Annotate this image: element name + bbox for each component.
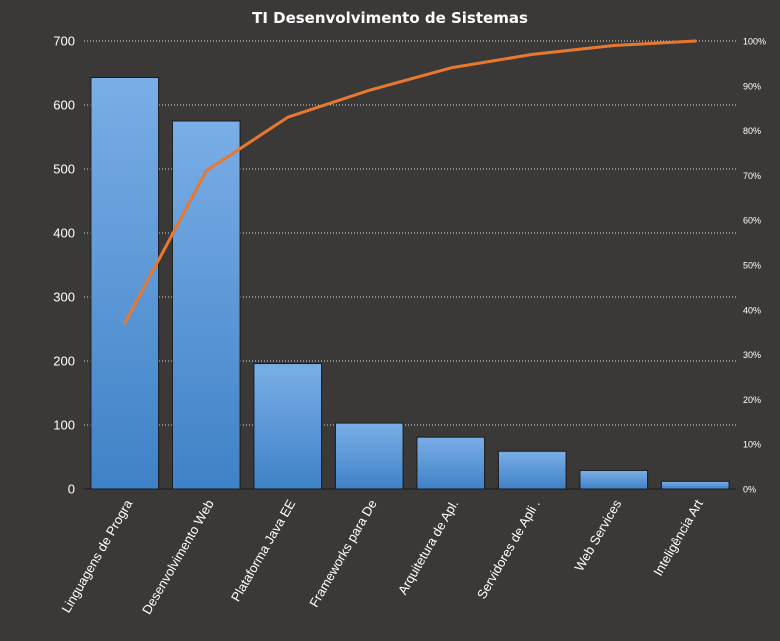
y-tick-label: 100 xyxy=(53,418,75,433)
bar xyxy=(253,363,323,490)
y-tick-label: 400 xyxy=(53,226,75,241)
y-axis-right: 0% 10% 20% 30% 40% 50% 60% 70% 80% 90% 100% xyxy=(743,37,766,495)
y2-tick-label: 100% xyxy=(743,37,766,47)
cumulative-line-layer xyxy=(123,39,697,325)
x-tick-label: Frameworks para De xyxy=(306,497,380,610)
x-tick-label: Desenvolvimento Web xyxy=(139,497,217,617)
x-tick-label: Plataforma Java EE xyxy=(228,497,299,604)
y-tick-label: 200 xyxy=(53,354,75,369)
y-tick-label: 0 xyxy=(68,482,75,497)
y-tick-label: 300 xyxy=(53,290,75,305)
x-tick-label: Inteligência Art xyxy=(650,497,706,579)
y2-tick-label: 70% xyxy=(743,171,761,181)
bar xyxy=(416,436,486,490)
x-tick-label: Web Services xyxy=(571,497,624,574)
bar xyxy=(90,76,160,490)
y2-tick-label: 10% xyxy=(743,440,761,450)
bars-layer xyxy=(90,76,730,490)
y2-tick-label: 20% xyxy=(743,395,761,405)
y2-tick-label: 40% xyxy=(743,305,761,315)
y-axis-left: 0 100 200 300 400 500 600 700 xyxy=(53,34,75,497)
bar xyxy=(579,469,649,490)
cumulative-percent-line xyxy=(123,39,697,325)
y2-tick-label: 50% xyxy=(743,261,761,271)
y2-tick-label: 0% xyxy=(743,485,756,495)
x-axis: Linguagens de Progra Desenvolvimento Web P… xyxy=(58,496,706,617)
y2-tick-label: 30% xyxy=(743,350,761,360)
bar xyxy=(497,450,567,490)
y-tick-label: 700 xyxy=(53,34,75,49)
bar xyxy=(334,422,404,490)
x-tick-label: Arquitetura de Apl. xyxy=(395,497,461,597)
y2-tick-label: 80% xyxy=(743,126,761,136)
bar xyxy=(660,480,730,490)
x-tick-label: Linguagens de Progra xyxy=(58,496,135,615)
y2-tick-label: 90% xyxy=(743,81,761,91)
y-tick-label: 500 xyxy=(53,162,75,177)
chart-title: TI Desenvolvimento de Sistemas xyxy=(252,9,528,27)
bar xyxy=(171,120,241,490)
x-tick-label: Servidores de Apli . xyxy=(474,497,543,602)
y2-tick-label: 60% xyxy=(743,216,761,226)
y-tick-label: 600 xyxy=(53,98,75,113)
